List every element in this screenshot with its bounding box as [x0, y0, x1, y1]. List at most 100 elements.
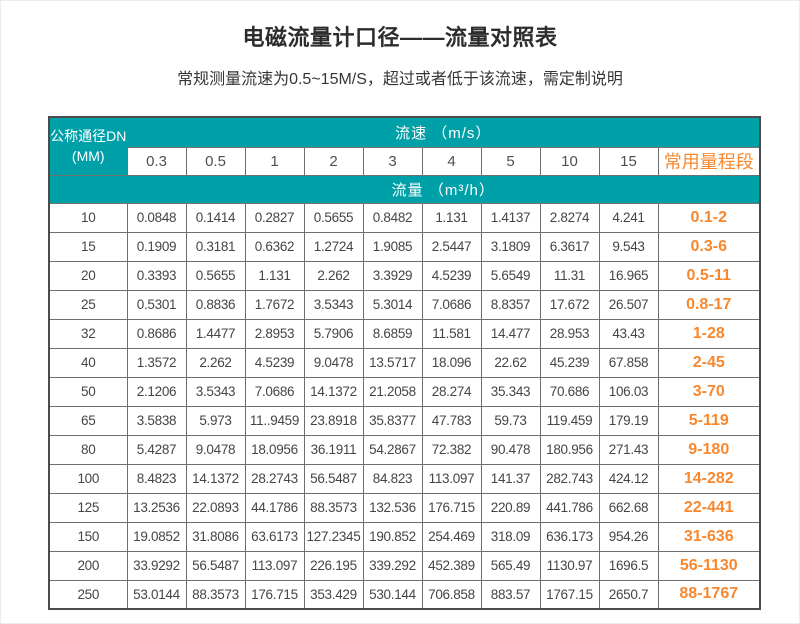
flow-value-cell: 1.131	[421, 202, 482, 233]
flow-value-cell: 1.3572	[126, 347, 187, 378]
speed-group-row: 公称通径DN (MM) 流速 （m/s）	[48, 116, 761, 176]
flow-value-cell: 31.8086	[185, 521, 246, 552]
flow-value-cell: 5.3014	[362, 289, 423, 320]
flow-value-cell: 0.1909	[126, 231, 187, 262]
flow-value-cell: 18.096	[421, 347, 482, 378]
flow-value-cell: 33.9292	[126, 550, 187, 581]
flow-value-cell: 0.3393	[126, 260, 187, 291]
dn-cell: 25	[48, 289, 128, 320]
table-row: 10 0.0848 0.1414 0.2827 0.5655 0.8482 1.131 1.4…	[48, 202, 761, 233]
flow-value-cell: 1696.5	[598, 550, 659, 581]
flow-value-cell: 5.7906	[303, 318, 364, 349]
table-row: 150 19.0852 31.8086 63.6173 127.2345 190.852 2…	[48, 521, 761, 552]
dn-cell: 65	[48, 405, 128, 436]
range-cell: 22-441	[657, 492, 761, 523]
flow-value-cell: 271.43	[598, 434, 659, 465]
flow-value-cell: 5.4287	[126, 434, 187, 465]
table-row: 80 5.4287 9.0478 18.0956 36.1911 54.2867 72.38…	[48, 434, 761, 465]
flow-value-cell: 318.09	[480, 521, 541, 552]
flow-value-cell: 2.5447	[421, 231, 482, 262]
flow-value-cell: 5.973	[185, 405, 246, 436]
flow-value-cell: 706.858	[421, 579, 482, 610]
table-row: 15 0.1909 0.3181 0.6362 1.2724 1.9085 2.5447 3.…	[48, 231, 761, 262]
dn-cell: 15	[48, 231, 128, 262]
flow-value-cell: 19.0852	[126, 521, 187, 552]
flow-value-cell: 90.478	[480, 434, 541, 465]
flow-value-cell: 23.8918	[303, 405, 364, 436]
speed-value-cell: 1	[244, 146, 305, 176]
range-cell: 31-636	[657, 521, 761, 552]
flow-value-cell: 3.5343	[185, 376, 246, 407]
speed-value-cell: 4	[421, 146, 482, 176]
flow-value-cell: 0.6362	[244, 231, 305, 262]
flow-value-cell: 84.823	[362, 463, 423, 494]
range-cell: 2-45	[657, 347, 761, 378]
flow-value-cell: 56.5487	[185, 550, 246, 581]
flow-value-cell: 14.1372	[303, 376, 364, 407]
speed-value-cell: 2	[303, 146, 364, 176]
flow-value-cell: 176.715	[421, 492, 482, 523]
corner-header: 公称通径DN (MM)	[48, 116, 128, 176]
flow-value-cell: 353.429	[303, 579, 364, 610]
flow-table-body: 10 0.0848 0.1414 0.2827 0.5655 0.8482 1.131 1.4…	[48, 202, 761, 610]
range-cell: 0.3-6	[657, 231, 761, 262]
flow-value-cell: 226.195	[303, 550, 364, 581]
page-title: 电磁流量计口径——流量对照表	[242, 25, 558, 50]
dn-cell: 20	[48, 260, 128, 291]
flow-value-cell: 28.274	[421, 376, 482, 407]
corner-spacer-cell	[48, 174, 128, 204]
flow-value-cell: 3.5838	[126, 405, 187, 436]
flow-value-cell: 8.4823	[126, 463, 187, 494]
flow-value-cell: 0.2827	[244, 202, 305, 233]
flow-value-cell: 13.5717	[362, 347, 423, 378]
range-cell: 0.8-17	[657, 289, 761, 320]
dn-cell: 40	[48, 347, 128, 378]
flow-value-cell: 132.536	[362, 492, 423, 523]
flow-value-cell: 21.2058	[362, 376, 423, 407]
flow-value-cell: 35.8377	[362, 405, 423, 436]
flow-value-cell: 0.5655	[303, 202, 364, 233]
flow-value-cell: 180.956	[539, 434, 600, 465]
flow-value-cell: 6.3617	[539, 231, 600, 262]
flow-value-cell: 0.8686	[126, 318, 187, 349]
range-cell: 9-180	[657, 434, 761, 465]
table-row: 125 13.2536 22.0893 44.1786 88.3573 132.536 17…	[48, 492, 761, 523]
flow-value-cell: 424.12	[598, 463, 659, 494]
table-row: 25 0.5301 0.8836 1.7672 3.5343 5.3014 7.0686 8.…	[48, 289, 761, 320]
flow-value-cell: 11.31	[539, 260, 600, 291]
flow-value-cell: 1.4477	[185, 318, 246, 349]
flow-value-cell: 0.5655	[185, 260, 246, 291]
flow-value-cell: 636.173	[539, 521, 600, 552]
table-row: 100 8.4823 14.1372 28.2743 56.5487 84.823 113.…	[48, 463, 761, 494]
dn-cell: 150	[48, 521, 128, 552]
flow-value-cell: 7.0686	[244, 376, 305, 407]
speed-value-cell: 3	[362, 146, 423, 176]
speed-value-cell: 0.5	[185, 146, 246, 176]
flow-value-cell: 3.1809	[480, 231, 541, 262]
table-row: 40 1.3572 2.262 4.5239 9.0478 13.5717 18.096 22…	[48, 347, 761, 378]
dn-cell: 250	[48, 579, 128, 610]
speed-value-cell: 0.3	[126, 146, 187, 176]
flow-value-cell: 883.57	[480, 579, 541, 610]
dn-cell: 80	[48, 434, 128, 465]
flow-value-cell: 1.7672	[244, 289, 305, 320]
flow-value-cell: 14.477	[480, 318, 541, 349]
range-cell: 56-1130	[657, 550, 761, 581]
flow-value-cell: 4.5239	[421, 260, 482, 291]
flow-value-cell: 662.68	[598, 492, 659, 523]
dn-cell: 200	[48, 550, 128, 581]
corner-header-line2: (MM)	[71, 148, 105, 165]
flow-value-cell: 2650.7	[598, 579, 659, 610]
flow-value-cell: 22.62	[480, 347, 541, 378]
flow-value-cell: 4.5239	[244, 347, 305, 378]
flow-value-cell: 9.543	[598, 231, 659, 262]
flow-value-cell: 2.1206	[126, 376, 187, 407]
flow-value-cell: 441.786	[539, 492, 600, 523]
table-row: 50 2.1206 3.5343 7.0686 14.1372 21.2058 28.274…	[48, 376, 761, 407]
flow-value-cell: 530.144	[362, 579, 423, 610]
flow-value-cell: 67.858	[598, 347, 659, 378]
flow-value-cell: 13.2536	[126, 492, 187, 523]
flow-value-cell: 26.507	[598, 289, 659, 320]
range-cell: 88-1767	[657, 579, 761, 610]
flow-value-cell: 36.1911	[303, 434, 364, 465]
